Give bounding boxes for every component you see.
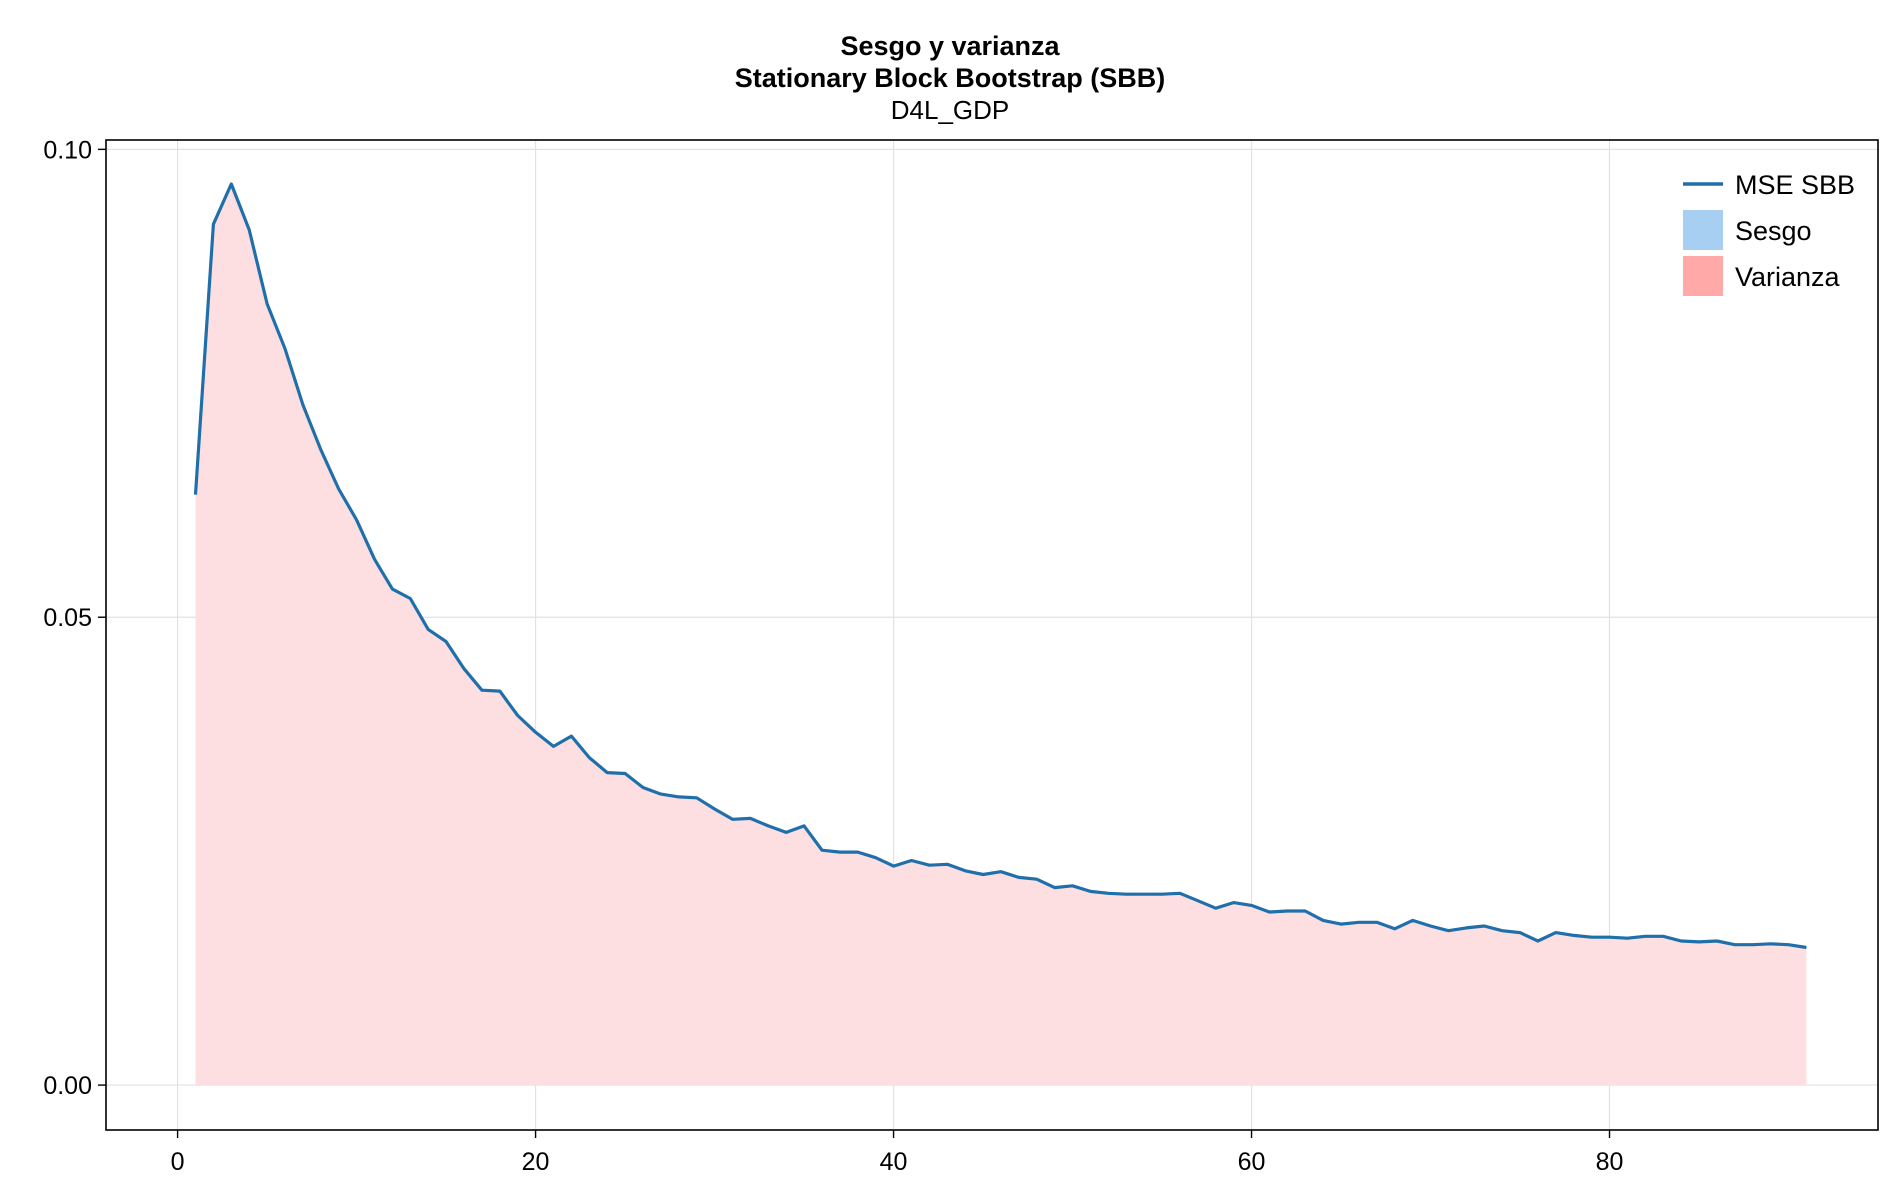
chart-titles: Sesgo y varianza Stationary Block Bootst… <box>0 30 1900 126</box>
chart-subtitle-2: D4L_GDP <box>890 95 1010 125</box>
varianza-area <box>195 183 1807 1086</box>
x-axis: 0 20 40 60 80 <box>171 1130 1624 1176</box>
x-tick-label: 20 <box>522 1148 550 1176</box>
legend-patch-swatch <box>1683 210 1723 250</box>
x-tick-label: 0 <box>171 1148 185 1176</box>
chart-title: Sesgo y varianza <box>840 31 1060 61</box>
x-tick-label: 60 <box>1238 1148 1266 1176</box>
x-tick-label: 40 <box>880 1148 908 1176</box>
chart-subtitle: Stationary Block Bootstrap (SBB) <box>734 63 1166 93</box>
legend-label: Varianza <box>1735 262 1841 292</box>
y-tick-label: 0.10 <box>43 136 92 164</box>
y-tick-label: 0.00 <box>43 1072 92 1100</box>
legend-patch-swatch <box>1683 256 1723 296</box>
line-layer <box>193 182 1807 950</box>
legend-label: MSE SBB <box>1735 170 1855 200</box>
plot-frame <box>105 139 1879 1131</box>
y-tick-label: 0.05 <box>43 604 92 632</box>
legend: MSE SBB Sesgo Varianza <box>1683 170 1855 296</box>
legend-label: Sesgo <box>1735 216 1812 246</box>
mse-sbb-line <box>193 182 1807 950</box>
area-layer <box>195 183 1807 1086</box>
x-tick-label: 80 <box>1596 1148 1624 1176</box>
y-axis: 0.00 0.05 0.10 <box>43 136 106 1100</box>
